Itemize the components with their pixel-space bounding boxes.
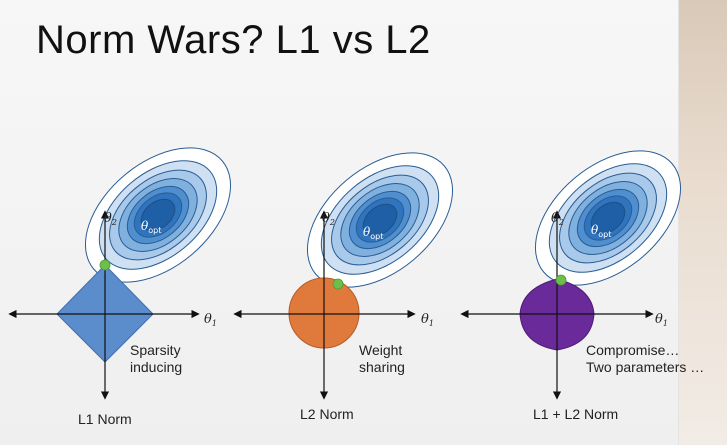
touch-point [332,278,344,290]
panel-l1: θopt θ2 θ1 Sparsity inducing L1 Norm [8,147,232,427]
touch-point [99,259,111,271]
decorative-image-strip [678,0,727,445]
contour-ring-1 [362,203,398,237]
optimum-label: θopt [591,223,611,239]
theta2-label: θ2 [104,211,117,227]
theta1-label: θ1 [655,312,668,328]
theta2-label: θ2 [551,211,564,227]
description-line-2: inducing [130,359,182,375]
contour-ring-1 [140,198,176,232]
contour-ellipses [306,152,454,288]
contour-ring-1 [590,201,626,235]
description-line-2: Two parameters … [586,359,704,375]
description-line-1: Weight [359,342,402,358]
optimum-label: θopt [141,219,161,235]
theta1-label: θ1 [204,312,217,328]
norm-label: L1 Norm [78,411,132,427]
panel-l2: θopt θ2 θ1 Weight sharing L2 Norm [233,152,454,422]
optimum-label: θopt [363,225,383,241]
contour-ellipses [534,150,682,286]
description-line-1: Sparsity [130,342,181,358]
slide-title: Norm Wars? L1 vs L2 [36,18,431,62]
description-line-2: sharing [359,359,405,375]
norm-label: L1 + L2 Norm [533,406,618,422]
theta2-label: θ2 [322,211,335,227]
contour-ellipses [84,147,232,283]
norm-label: L2 Norm [300,406,354,422]
theta1-label: θ1 [421,312,434,328]
panel-l1-l2: θopt θ2 θ1 Compromise… Two parameters … … [460,150,704,422]
touch-point [555,274,567,286]
description-line-1: Compromise… [586,342,679,358]
